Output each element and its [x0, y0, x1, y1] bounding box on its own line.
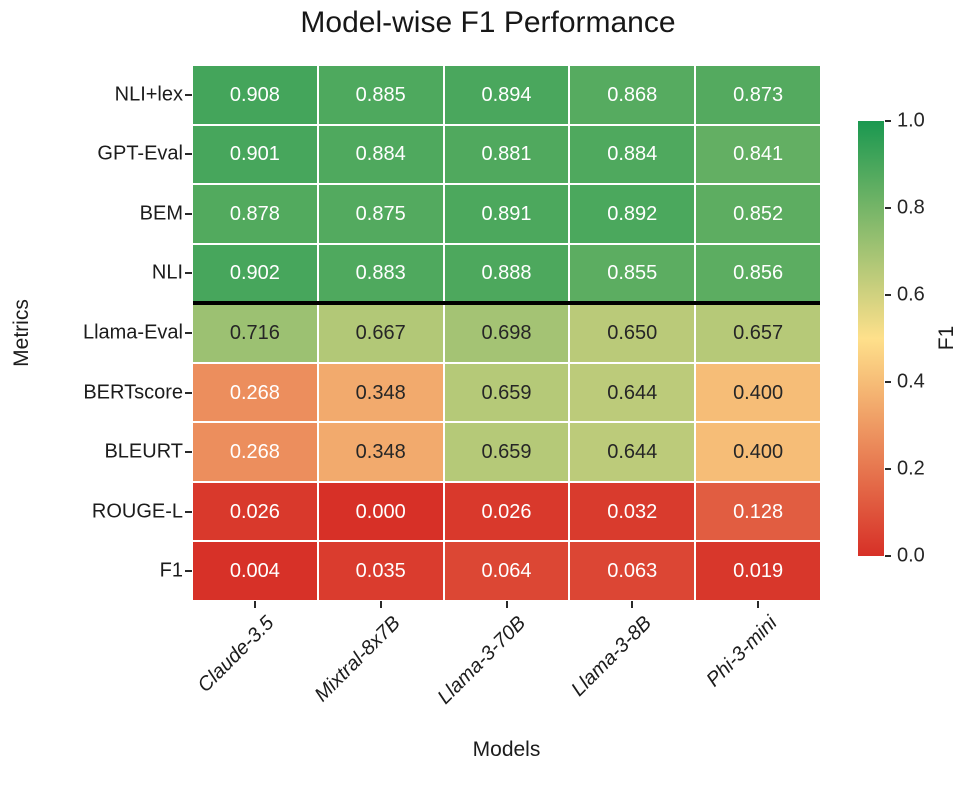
colorbar-tick-label: 0.2	[897, 457, 925, 480]
row-label: BLEURT	[104, 440, 183, 463]
x-axis-tick	[253, 601, 256, 608]
heatmap-cell: 0.268	[193, 423, 317, 481]
heatmap-cell: 0.019	[696, 542, 820, 600]
column-label: Phi-3-mini	[702, 612, 782, 692]
heatmap-cell: 0.908	[193, 66, 317, 124]
y-axis-tick	[185, 391, 192, 394]
chart-title: Model-wise F1 Performance	[300, 6, 676, 39]
colorbar-tick-label: 0.8	[897, 196, 925, 219]
heatmap-cell: 0.878	[193, 185, 317, 243]
row-label: BEM	[139, 202, 183, 225]
heatmap-cell: 0.644	[570, 363, 695, 422]
colorbar-tick	[885, 294, 891, 296]
heatmap-cell: 0.000	[318, 482, 443, 541]
heatmap-cell: 0.901	[193, 125, 317, 184]
heatmap-cell: 0.400	[696, 423, 820, 481]
colorbar-tick	[885, 207, 891, 209]
y-axis-tick	[185, 212, 192, 215]
heatmap-cell: 0.026	[444, 482, 569, 541]
heatmap-cell: 0.650	[570, 304, 695, 362]
row-label: Llama-Eval	[82, 321, 183, 344]
heatmap-cell: 0.841	[696, 125, 820, 184]
x-axis-tick	[379, 601, 382, 608]
x-axis-tick	[505, 601, 508, 608]
heatmap-cell: 0.644	[570, 423, 695, 481]
row-label: GPT-Eval	[97, 142, 183, 165]
y-axis-tick	[185, 153, 192, 156]
row-label: BERTscore	[83, 381, 183, 404]
row-label: ROUGE-L	[91, 500, 183, 523]
x-axis-tick	[757, 601, 760, 608]
colorbar-tick-label: 0.0	[897, 544, 925, 567]
heatmap-cell: 0.659	[444, 423, 569, 481]
colorbar-gradient	[858, 121, 884, 556]
heatmap-cell: 0.873	[696, 66, 820, 124]
heatmap-cell: 0.883	[318, 244, 443, 303]
heatmap-cell: 0.698	[444, 304, 569, 362]
y-axis-tick	[185, 272, 192, 275]
heatmap-cell: 0.659	[444, 363, 569, 422]
column-label: Mixtral-8x7B	[310, 612, 405, 707]
y-axis-tick	[185, 93, 192, 96]
y-axis-tick	[185, 451, 192, 454]
heatmap-cell: 0.868	[570, 66, 695, 124]
colorbar-tick-label: 0.6	[897, 283, 925, 306]
heatmap-cell: 0.026	[193, 482, 317, 541]
y-axis-tick	[185, 332, 192, 334]
row-label: NLI+lex	[114, 83, 183, 106]
heatmap-cell: 0.035	[318, 542, 443, 600]
heatmap-cell: 0.400	[696, 363, 820, 422]
colorbar-label: F1	[935, 325, 958, 351]
heatmap-cell: 0.004	[193, 542, 317, 600]
heatmap-cell: 0.902	[193, 244, 317, 303]
x-axis-label: Models	[472, 738, 541, 761]
heatmap-cell: 0.032	[570, 482, 695, 541]
heatmap-cell: 0.064	[444, 542, 569, 600]
heatmap-cell: 0.884	[318, 125, 443, 184]
heatmap-cell: 0.884	[570, 125, 695, 184]
heatmap-cell: 0.855	[570, 244, 695, 303]
heatmap-cell: 0.667	[318, 304, 443, 362]
heatmap-cell: 0.892	[570, 185, 695, 243]
y-axis-tick	[185, 570, 192, 573]
column-label: Claude-3.5	[193, 612, 279, 697]
heatmap-cell: 0.856	[696, 244, 820, 303]
row-label: NLI	[151, 261, 183, 284]
heatmap-cell: 0.894	[444, 66, 569, 124]
heatmap-cell: 0.888	[444, 244, 569, 303]
heatmap-grid: 0.908 0.885 0.894 0.868 0.873 0.901 0.884 0.881…	[193, 66, 820, 600]
colorbar-tick	[885, 555, 891, 557]
heatmap-cell: 0.875	[318, 185, 443, 243]
y-axis-tick	[185, 510, 192, 513]
heatmap-cell: 0.891	[444, 185, 569, 243]
colorbar-tick-label: 1.0	[897, 109, 925, 132]
column-label: Llama-3-70B	[433, 612, 531, 709]
colorbar-tick	[885, 381, 891, 383]
heatmap-cell: 0.128	[696, 482, 820, 541]
heatmap-cell: 0.716	[193, 304, 317, 362]
heatmap-cell: 0.885	[318, 66, 443, 124]
heatmap-cell: 0.268	[193, 363, 317, 422]
column-label: Llama-3-8B	[567, 612, 656, 701]
heatmap-cell: 0.063	[570, 542, 695, 600]
colorbar-tick-label: 0.4	[897, 370, 925, 393]
row-label: F1	[159, 559, 183, 582]
row-group-separator-line	[193, 301, 820, 306]
x-axis-tick	[631, 601, 634, 608]
colorbar-tick	[885, 468, 891, 470]
heatmap-cell: 0.348	[318, 423, 443, 481]
heatmap-cell: 0.348	[318, 363, 443, 422]
heatmap-cell: 0.852	[696, 185, 820, 243]
heatmap-cell: 0.881	[444, 125, 569, 184]
heatmap-cell: 0.657	[696, 304, 820, 362]
colorbar-tick	[885, 120, 891, 122]
